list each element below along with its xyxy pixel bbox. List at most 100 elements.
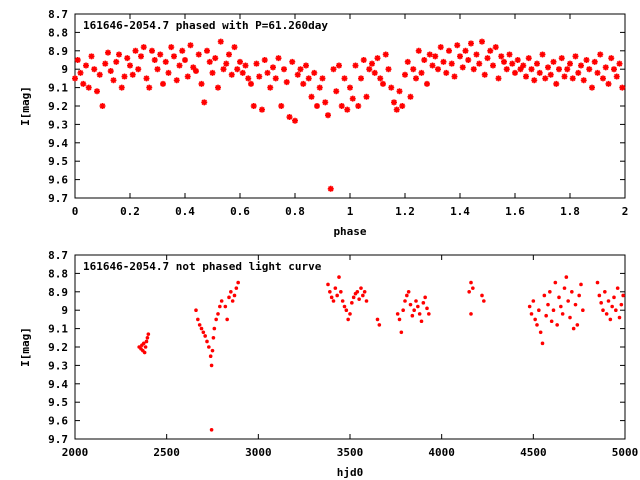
data-point: [531, 77, 538, 84]
data-point: [173, 77, 180, 84]
data-point: [443, 69, 450, 76]
data-point: [413, 75, 419, 82]
data-point: [621, 293, 625, 298]
data-point: [528, 66, 535, 73]
data-point: [236, 280, 240, 285]
data-point: [380, 80, 386, 87]
data-point: [534, 60, 540, 67]
x-tick-label: 1.4: [450, 205, 470, 218]
data-points: [72, 38, 626, 192]
data-point: [548, 290, 552, 294]
data-point: [107, 68, 114, 75]
data-point: [162, 58, 169, 65]
data-point: [538, 330, 543, 335]
data-point: [270, 64, 276, 71]
data-point: [481, 71, 488, 78]
data-point: [616, 60, 623, 67]
x-axis: 0 0.2 0.4 0.6 0.8 1 1.2 1.4 1.6 1.8 2: [72, 14, 628, 218]
y-tick-label: 9: [61, 63, 68, 76]
x-tick-label: 3500: [337, 446, 364, 459]
data-point: [336, 62, 342, 69]
data-point: [578, 62, 584, 69]
data-point: [209, 363, 214, 368]
data-point: [501, 58, 507, 65]
data-point: [182, 57, 188, 63]
data-point: [355, 103, 362, 109]
data-point: [611, 66, 617, 73]
data-point: [341, 75, 348, 82]
data-point: [208, 354, 213, 359]
data-point: [591, 58, 598, 65]
data-point: [540, 341, 545, 346]
data-point: [595, 280, 600, 285]
data-point: [600, 75, 606, 82]
data-point: [405, 293, 409, 298]
data-point: [330, 66, 337, 73]
data-point: [151, 57, 158, 63]
data-point: [550, 58, 557, 65]
data-point: [329, 295, 334, 300]
data-point: [427, 312, 431, 316]
data-point: [212, 55, 219, 62]
data-point: [85, 84, 92, 91]
data-point: [371, 69, 378, 76]
y-tick-label: 9.1: [48, 323, 68, 336]
data-point: [535, 323, 539, 327]
data-point: [204, 47, 210, 54]
data-point: [619, 84, 626, 91]
data-point: [217, 38, 224, 45]
data-point: [364, 299, 369, 303]
data-point: [316, 84, 323, 91]
data-point: [558, 55, 565, 62]
data-point: [604, 312, 609, 316]
data-point: [218, 304, 222, 309]
y-tick-label: 8.8: [48, 26, 68, 39]
data-point: [250, 103, 257, 109]
data-point: [349, 95, 356, 102]
data-point: [408, 302, 413, 307]
data-point: [141, 341, 146, 346]
data-point: [490, 62, 496, 69]
data-point: [401, 308, 405, 313]
data-point: [154, 66, 161, 73]
data-point: [231, 44, 238, 51]
data-point: [294, 71, 301, 78]
data-point: [267, 84, 274, 91]
data-point: [492, 44, 499, 51]
data-point: [527, 304, 532, 309]
data-point: [300, 80, 307, 87]
data-point: [414, 299, 418, 303]
x-tick-label: 1.2: [395, 205, 415, 218]
data-point: [375, 317, 380, 322]
data-point: [196, 317, 200, 322]
data-point: [194, 308, 198, 313]
data-point: [127, 62, 133, 69]
data-point: [597, 293, 602, 298]
data-point: [559, 304, 563, 309]
data-point: [608, 317, 613, 322]
data-point: [201, 99, 208, 106]
data-point: [419, 319, 424, 324]
y-tick-label: 8.8: [48, 267, 68, 280]
data-point: [446, 47, 452, 54]
data-point: [512, 69, 518, 76]
data-point: [484, 55, 491, 62]
data-point: [377, 75, 384, 82]
data-point: [601, 308, 605, 313]
data-point: [407, 93, 414, 100]
data-point: [96, 71, 103, 78]
data-point: [124, 55, 131, 62]
data-point: [344, 308, 349, 313]
data-point: [382, 51, 389, 58]
data-point: [230, 299, 235, 303]
data-point: [423, 295, 427, 300]
data-point: [617, 315, 622, 320]
data-point: [495, 75, 502, 82]
y-tick-label: 9.5: [48, 396, 68, 409]
data-point: [209, 69, 216, 76]
y-tick-label: 9.4: [48, 378, 68, 391]
data-point: [575, 323, 580, 327]
data-point: [479, 38, 485, 45]
data-point: [74, 57, 81, 63]
data-point: [403, 299, 407, 303]
